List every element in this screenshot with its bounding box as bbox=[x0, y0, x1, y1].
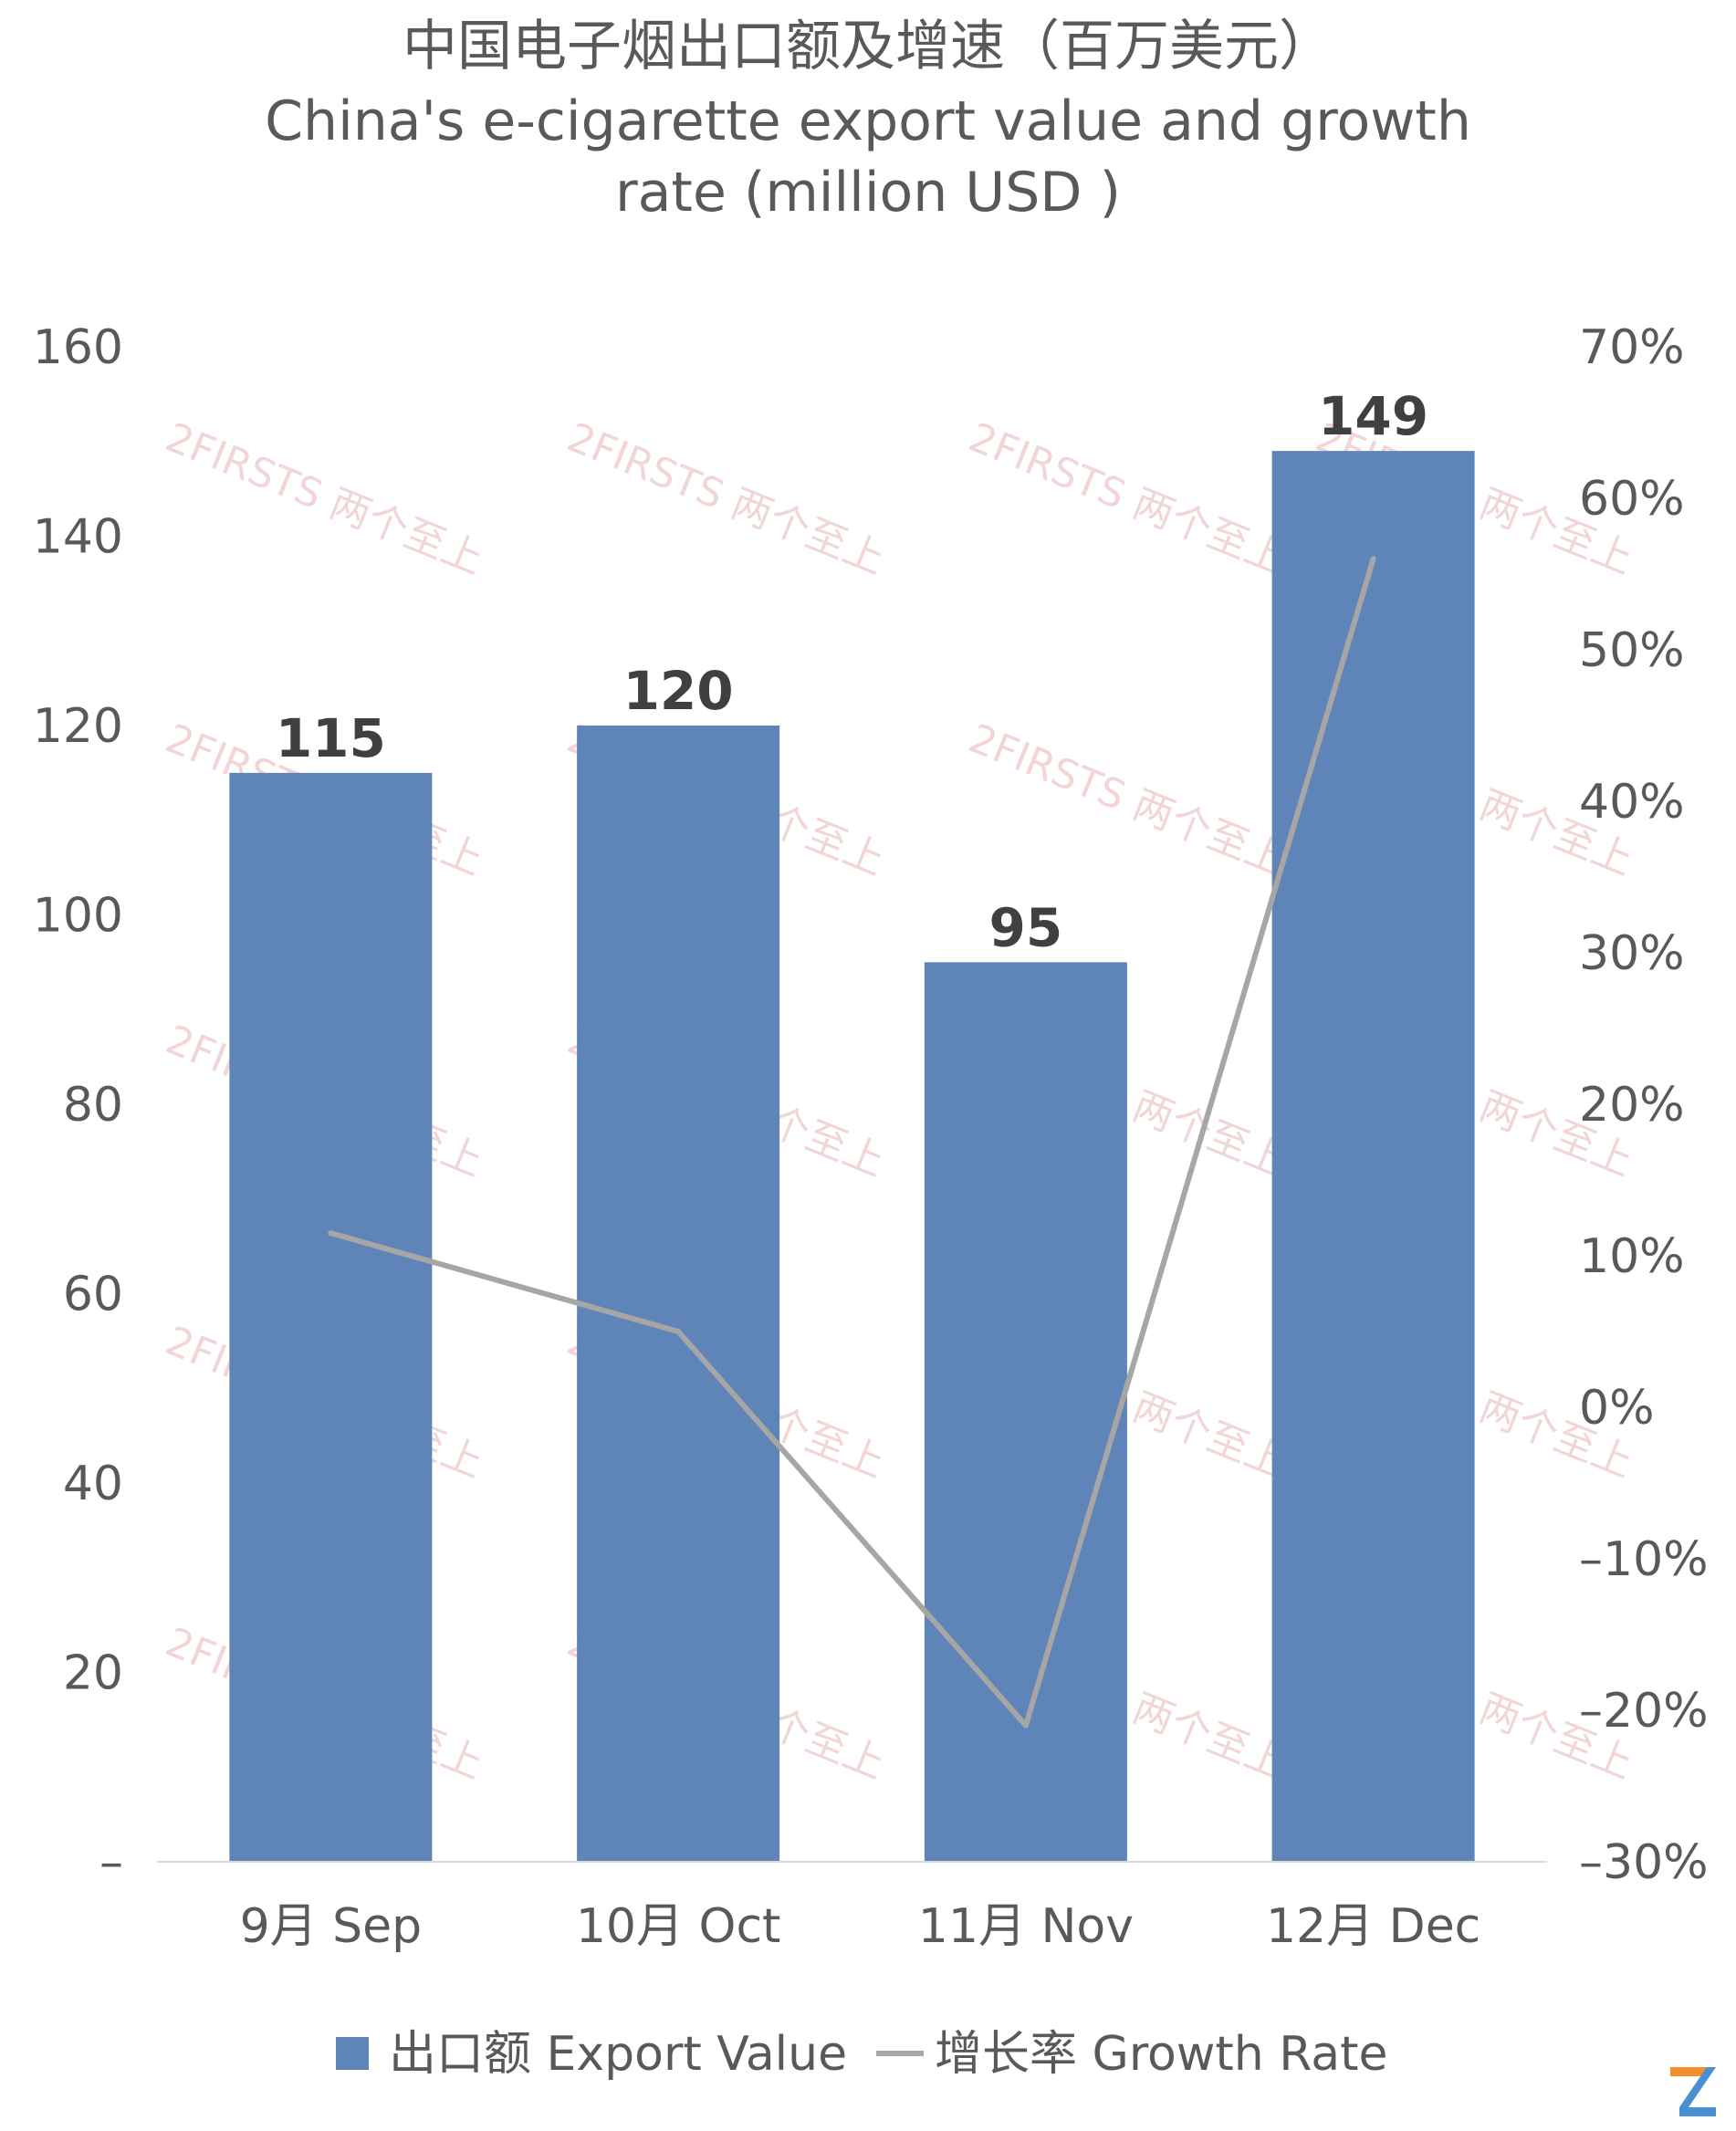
y-right-tick-label: 50% bbox=[1579, 623, 1685, 678]
bar-1 bbox=[229, 772, 433, 1862]
bar-2 bbox=[577, 726, 780, 1862]
watermark-text: 2FIRSTS 两个至上 bbox=[963, 716, 1293, 885]
y-right-tick-label: –20% bbox=[1579, 1684, 1709, 1739]
y-right-tick-label: 70% bbox=[1579, 320, 1685, 375]
brand-logo-icon bbox=[1670, 2067, 1716, 2116]
growth-rate-point bbox=[1022, 1722, 1029, 1729]
bar-data-label: 120 bbox=[623, 660, 734, 722]
watermark-text: 2FIRSTS 两个至上 bbox=[561, 414, 892, 584]
growth-rate-line bbox=[329, 558, 1376, 1729]
chart-title-zh: 中国电子烟出口额及增速（百万美元） bbox=[403, 15, 1333, 78]
y-left-tick-label: 60 bbox=[63, 1268, 123, 1322]
legend-label-growth-rate: 增长率 Growth Rate bbox=[935, 2027, 1388, 2082]
watermark-text: 2FIRSTS 两个至上 bbox=[160, 414, 490, 584]
y-right-tick-label: –10% bbox=[1579, 1532, 1709, 1587]
growth-rate-point bbox=[1370, 556, 1376, 562]
y-right-tick-label: 10% bbox=[1579, 1229, 1685, 1284]
y-right-tick-label: 30% bbox=[1579, 926, 1685, 981]
bar-data-label: 149 bbox=[1318, 385, 1428, 447]
chart-title-en-line1: China's e-cigarette export value and gro… bbox=[265, 89, 1471, 153]
bar-4 bbox=[1271, 451, 1475, 1862]
x-tick-label: 11月 Nov bbox=[918, 1899, 1134, 1954]
growth-rate-point bbox=[675, 1329, 682, 1334]
y-left-tick-label: 120 bbox=[33, 699, 123, 754]
legend-swatch-export-value bbox=[336, 2037, 369, 2070]
bar-3 bbox=[924, 962, 1127, 1862]
bar-data-label: 95 bbox=[989, 896, 1063, 958]
x-tick-label: 9月 Sep bbox=[240, 1899, 423, 1954]
chart-title-en-line2: rate (million USD ) bbox=[615, 161, 1121, 225]
y-right-tick-label: 0% bbox=[1579, 1381, 1655, 1436]
y-right-tick-label: 40% bbox=[1579, 775, 1685, 830]
y-left-tick-label: 40 bbox=[63, 1457, 123, 1511]
growth-rate-point bbox=[328, 1230, 334, 1237]
y-left-tick-label: 20 bbox=[63, 1646, 123, 1701]
y-right-tick-label: –30% bbox=[1579, 1835, 1709, 1890]
x-tick-label: 12月 Dec bbox=[1266, 1899, 1480, 1954]
y-left-tick-label: 160 bbox=[33, 320, 123, 375]
legend-label-export-value: 出口额 Export Value bbox=[389, 2027, 847, 2082]
bar-data-label: 115 bbox=[276, 707, 386, 769]
y-left-tick-label: – bbox=[99, 1835, 123, 1890]
watermark-text: 2FIRSTS 两个至上 bbox=[963, 414, 1293, 584]
y-left-tick-label: 100 bbox=[33, 889, 123, 944]
y-left-tick-label: 140 bbox=[33, 510, 123, 565]
x-tick-label: 10月 Oct bbox=[576, 1899, 781, 1954]
y-right-tick-label: 20% bbox=[1579, 1078, 1685, 1133]
y-right-tick-label: 60% bbox=[1579, 472, 1685, 527]
y-left-tick-label: 80 bbox=[63, 1078, 123, 1133]
